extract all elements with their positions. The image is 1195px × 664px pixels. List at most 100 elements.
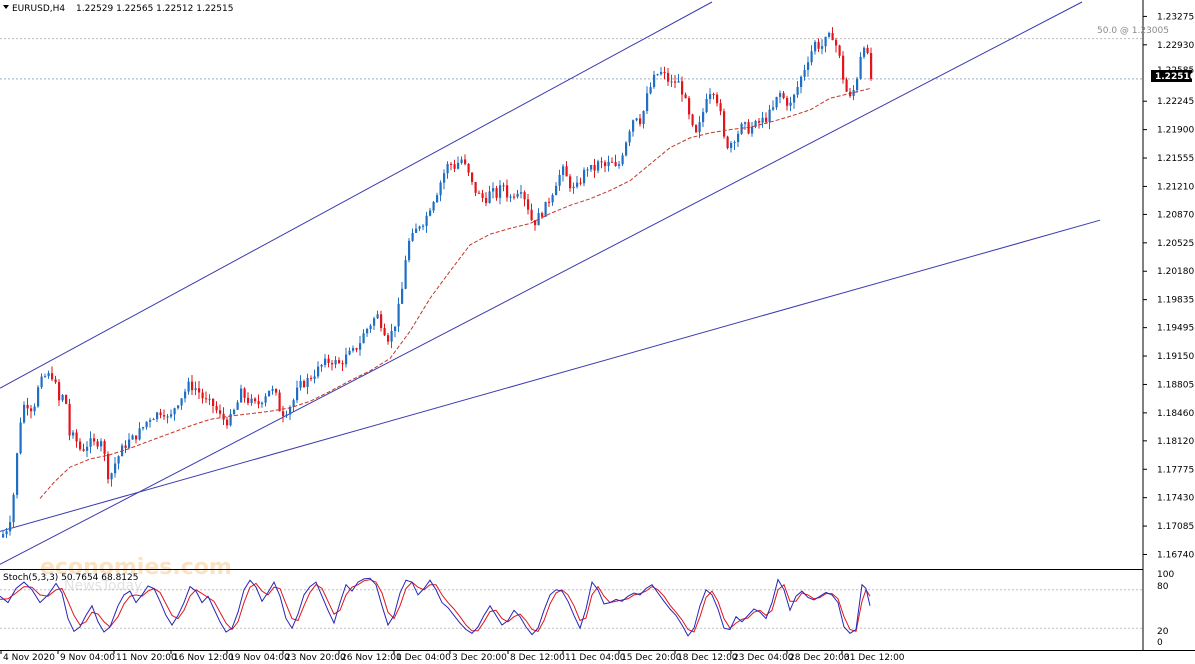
candle[interactable] xyxy=(163,409,166,420)
candle[interactable] xyxy=(58,379,61,406)
trendline-channel-upper[interactable] xyxy=(0,1,713,389)
candle[interactable] xyxy=(82,443,85,452)
candle[interactable] xyxy=(89,431,92,454)
candle[interactable] xyxy=(240,384,243,403)
candle[interactable] xyxy=(677,74,680,83)
candle[interactable] xyxy=(264,393,267,407)
candle[interactable] xyxy=(842,51,845,84)
candle[interactable] xyxy=(68,398,71,441)
candle[interactable] xyxy=(446,161,449,179)
candle[interactable] xyxy=(19,417,22,455)
candle[interactable] xyxy=(859,52,862,80)
candle[interactable] xyxy=(600,157,603,169)
candle[interactable] xyxy=(639,114,642,127)
candle[interactable] xyxy=(65,394,68,405)
candle[interactable] xyxy=(667,68,670,86)
candle[interactable] xyxy=(275,388,278,396)
candle[interactable] xyxy=(705,93,708,114)
candle[interactable] xyxy=(324,354,327,368)
candle[interactable] xyxy=(723,108,726,139)
candle[interactable] xyxy=(674,75,677,88)
candle[interactable] xyxy=(534,220,537,231)
trendline-long-support[interactable] xyxy=(0,219,1101,532)
candle[interactable] xyxy=(457,156,460,170)
candle[interactable] xyxy=(467,163,470,177)
candle[interactable] xyxy=(492,182,495,199)
candle[interactable] xyxy=(131,434,134,440)
candle[interactable] xyxy=(2,530,5,539)
candle[interactable] xyxy=(810,45,813,66)
candle[interactable] xyxy=(628,129,631,147)
candle[interactable] xyxy=(422,224,425,231)
candle[interactable] xyxy=(702,108,705,128)
candle[interactable] xyxy=(61,394,64,402)
candle[interactable] xyxy=(394,326,397,338)
candle[interactable] xyxy=(471,172,474,185)
candle[interactable] xyxy=(30,405,33,419)
candle[interactable] xyxy=(586,167,589,177)
candle[interactable] xyxy=(856,76,859,93)
candle[interactable] xyxy=(733,140,736,150)
candle[interactable] xyxy=(362,329,365,344)
candle[interactable] xyxy=(775,96,778,110)
candle[interactable] xyxy=(432,201,435,213)
candle[interactable] xyxy=(845,77,848,93)
candle[interactable] xyxy=(565,161,568,177)
candle[interactable] xyxy=(177,404,180,410)
candle[interactable] xyxy=(663,66,666,80)
candle[interactable] xyxy=(464,154,467,166)
candle[interactable] xyxy=(380,310,383,332)
candle[interactable] xyxy=(691,113,694,127)
candle[interactable] xyxy=(173,407,176,421)
candle[interactable] xyxy=(149,417,152,428)
candle[interactable] xyxy=(796,81,799,98)
candle[interactable] xyxy=(359,335,362,356)
candle[interactable] xyxy=(761,111,764,128)
candle[interactable] xyxy=(744,121,747,130)
candle[interactable] xyxy=(229,409,232,427)
candle[interactable] xyxy=(660,67,663,76)
candle[interactable] xyxy=(530,203,533,221)
candle[interactable] xyxy=(436,192,439,203)
candle[interactable] xyxy=(516,189,519,199)
candle[interactable] xyxy=(551,193,554,206)
candle[interactable] xyxy=(236,400,239,411)
candle[interactable] xyxy=(376,310,379,319)
candle[interactable] xyxy=(506,179,509,202)
candle[interactable] xyxy=(786,95,789,111)
candle[interactable] xyxy=(411,228,414,242)
candle[interactable] xyxy=(51,366,54,382)
candle[interactable] xyxy=(33,403,36,416)
candle[interactable] xyxy=(299,375,302,391)
candle[interactable] xyxy=(527,193,530,215)
candle[interactable] xyxy=(737,130,740,147)
candle[interactable] xyxy=(460,156,463,165)
candle[interactable] xyxy=(142,426,145,431)
candle[interactable] xyxy=(768,104,771,130)
candle[interactable] xyxy=(751,122,754,137)
candle[interactable] xyxy=(145,421,148,430)
candle[interactable] xyxy=(712,92,715,100)
candle[interactable] xyxy=(310,375,313,382)
candle[interactable] xyxy=(807,56,810,77)
candle[interactable] xyxy=(758,117,761,129)
candle[interactable] xyxy=(44,373,47,378)
candle[interactable] xyxy=(401,282,404,304)
candle[interactable] xyxy=(198,381,201,400)
candle[interactable] xyxy=(726,135,729,150)
candle[interactable] xyxy=(604,160,607,173)
candle[interactable] xyxy=(348,347,351,356)
candle[interactable] xyxy=(583,167,586,187)
candle[interactable] xyxy=(320,364,323,372)
candle[interactable] xyxy=(642,110,645,129)
candle[interactable] xyxy=(327,354,330,368)
candle[interactable] xyxy=(772,100,775,111)
candle[interactable] xyxy=(779,90,782,104)
candle[interactable] xyxy=(72,430,75,439)
candle[interactable] xyxy=(212,398,215,414)
candle[interactable] xyxy=(96,439,99,450)
candle[interactable] xyxy=(345,347,348,368)
candle[interactable] xyxy=(681,76,684,102)
candle[interactable] xyxy=(208,394,211,406)
candle[interactable] xyxy=(800,75,803,94)
